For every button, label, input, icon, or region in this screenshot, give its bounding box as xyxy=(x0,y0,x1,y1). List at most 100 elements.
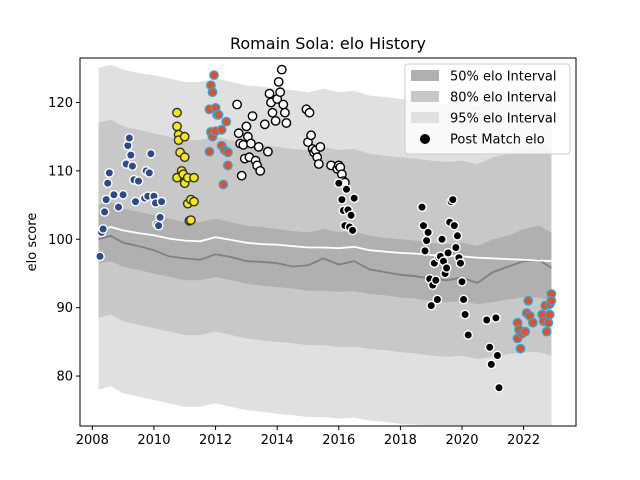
x-axis: 2008 2010 2012 2014 2016 2018 2020 2022 xyxy=(76,426,540,448)
elo-point-g3-23 xyxy=(275,87,286,98)
elo-point-g4-36 xyxy=(457,276,467,287)
legend-swatch-2 xyxy=(411,112,439,123)
elo-point-g3-17 xyxy=(264,88,275,99)
elo-point-g4-16 xyxy=(426,300,437,311)
legend-swatch-0 xyxy=(411,70,439,81)
trend-lines xyxy=(98,226,552,285)
elo-point-g4-32 xyxy=(450,242,461,253)
elo-point-g2-6 xyxy=(204,146,215,157)
elo-point-g3-31 xyxy=(306,130,316,141)
elo-point-g1-16 xyxy=(189,172,199,183)
elo-point-g4-19 xyxy=(430,275,441,286)
elo-point-g3-26 xyxy=(279,107,290,118)
x-tick-label-2022: 2022 xyxy=(507,433,540,448)
x-tick-label-2018: 2018 xyxy=(384,433,417,448)
elo-point-g4-12 xyxy=(420,245,430,256)
elo-point-g0-27 xyxy=(155,212,166,223)
elo-point-g0-2 xyxy=(98,224,109,234)
elo-point-g0-5 xyxy=(102,178,113,189)
mean-line xyxy=(98,226,552,263)
elo-point-g2-21 xyxy=(515,343,526,354)
elo-point-g2-17 xyxy=(222,147,233,158)
elo-point-g4-14 xyxy=(423,227,433,238)
elo-point-g3-20 xyxy=(270,116,281,126)
elo-point-g3-6 xyxy=(241,121,252,132)
elo-point-g2-3 xyxy=(209,70,219,81)
elo-point-g1-8 xyxy=(179,131,190,142)
elo-point-g4-37 xyxy=(458,294,469,305)
elo-point-g1-9 xyxy=(179,152,190,163)
y-tick-label-120: 120 xyxy=(48,96,73,111)
elo-point-g4-31 xyxy=(449,220,460,231)
elo-point-g0-7 xyxy=(109,189,119,200)
elo-point-g4-8 xyxy=(347,225,358,236)
median-line xyxy=(98,234,552,285)
elo-point-g4-43 xyxy=(490,312,501,323)
elo-point-g3-22 xyxy=(273,77,284,87)
elo-point-g3-10 xyxy=(247,111,258,122)
legend-label-0: 50% elo Interval xyxy=(450,70,557,85)
x-tick-label-2012: 2012 xyxy=(199,433,232,448)
y-tick-label-90: 90 xyxy=(56,301,73,316)
elo-point-g1-0 xyxy=(172,107,182,118)
x-tick-label-2010: 2010 xyxy=(137,433,170,448)
x-tick-label-2014: 2014 xyxy=(261,433,294,448)
elo-point-g0-13 xyxy=(125,150,136,161)
elo-point-g4-41 xyxy=(484,342,495,353)
elo-point-g2-36 xyxy=(546,295,557,306)
elo-point-g3-4 xyxy=(238,139,249,150)
y-tick-label-100: 100 xyxy=(48,233,73,248)
elo-point-g2-32 xyxy=(543,317,554,328)
elo-point-g4-45 xyxy=(494,382,504,393)
x-tick-label-2020: 2020 xyxy=(445,433,478,448)
elo-point-g3-1 xyxy=(233,128,244,139)
elo-point-g0-22 xyxy=(145,148,156,159)
elo-point-g0-9 xyxy=(118,189,129,200)
y-axis-label: elo score xyxy=(25,213,40,272)
elo-point-g3-15 xyxy=(259,119,270,130)
elo-point-g2-34 xyxy=(544,309,555,320)
elo-point-g4-11 xyxy=(418,220,429,231)
elo-point-g2-15 xyxy=(221,116,232,127)
y-axis: 80 90 100 110 120 xyxy=(48,96,80,385)
elo-point-g0-28 xyxy=(156,196,167,207)
elo-point-g3-25 xyxy=(278,99,289,110)
elo-point-g0-4 xyxy=(101,194,112,205)
elo-point-g4-4 xyxy=(341,184,352,195)
legend-label-3: Post Match elo xyxy=(450,133,545,148)
elo-point-g3-13 xyxy=(253,141,264,152)
elo-point-g0-6 xyxy=(104,167,115,178)
chart-title: Romain Sola: elo History xyxy=(230,34,426,53)
elo-point-g2-10 xyxy=(213,109,224,120)
elo-point-g2-13 xyxy=(218,179,229,190)
elo-point-g4-33 xyxy=(452,230,463,241)
elo-point-g3-16 xyxy=(262,146,273,157)
elo-point-g4-10 xyxy=(417,202,427,213)
elo-point-g4-0 xyxy=(333,178,344,189)
elo-point-g4-30 xyxy=(447,194,458,205)
legend-label-1: 80% elo Interval xyxy=(450,91,557,106)
elo-point-g4-23 xyxy=(437,234,447,245)
elo-point-g0-12 xyxy=(124,133,135,143)
elo-point-g1-1 xyxy=(172,121,182,132)
elo-point-g0-3 xyxy=(99,206,110,217)
elo-point-g2-16 xyxy=(222,160,233,171)
elo-point-g4-40 xyxy=(481,315,492,325)
elo-point-g4-35 xyxy=(455,258,466,269)
y-tick-label-110: 110 xyxy=(48,164,73,179)
legend-marker-3 xyxy=(420,134,430,144)
elo-point-g3-30 xyxy=(304,107,315,118)
post-match-points xyxy=(95,64,557,393)
elo-point-g0-16 xyxy=(130,196,141,207)
elo-point-g4-42 xyxy=(486,359,497,370)
elo-point-g2-27 xyxy=(528,317,538,328)
elo-point-g4-39 xyxy=(463,330,474,340)
x-tick-label-2016: 2016 xyxy=(322,433,355,448)
elo-point-g4-26 xyxy=(441,263,452,273)
elo-point-g0-0 xyxy=(95,251,105,262)
legend-label-2: 95% elo Interval xyxy=(450,112,557,127)
elo-point-g0-21 xyxy=(144,167,155,178)
elo-point-g4-38 xyxy=(460,309,470,320)
elo-point-g2-25 xyxy=(523,295,534,306)
